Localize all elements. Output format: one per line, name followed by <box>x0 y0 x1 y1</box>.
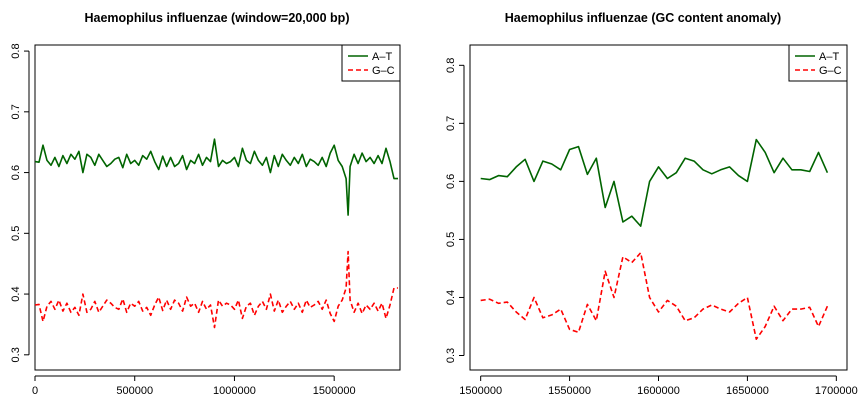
y-tick-label: 0.8 <box>445 58 457 73</box>
x-tick-label: 1650000 <box>726 385 769 397</box>
series-line-gc <box>34 250 398 329</box>
x-tick-label: 1550000 <box>548 385 591 397</box>
legend-label-at: A–T <box>819 51 839 63</box>
plot-frame <box>469 44 848 371</box>
y-tick-label: 0.4 <box>10 286 22 301</box>
x-tick-label: 1500000 <box>313 385 356 397</box>
x-tick-label: 1700000 <box>815 385 858 397</box>
legend: A–T G–C <box>788 44 848 82</box>
x-tick-label: 0 <box>32 385 38 397</box>
y-tick-label: 0.3 <box>445 348 457 363</box>
y-tick-label: 0.8 <box>10 43 22 58</box>
series-line-at <box>34 138 398 216</box>
legend: A–T G–C <box>341 44 401 82</box>
legend-box <box>341 44 401 82</box>
chart-panel-left: Haemophilus influenzae (window=20,000 bp… <box>10 11 401 397</box>
plot-frame <box>34 44 401 371</box>
chart-title: Haemophilus influenzae (GC content anoma… <box>505 11 781 25</box>
y-tick-label: 0.4 <box>445 290 457 305</box>
y-tick-label: 0.7 <box>445 116 457 131</box>
y-tick-label: 0.5 <box>10 226 22 241</box>
y-tick-label: 0.6 <box>10 165 22 180</box>
legend-label-gc: G–C <box>819 65 842 77</box>
series-line-at <box>480 138 829 227</box>
y-tick-label: 0.3 <box>10 347 22 362</box>
x-tick-label: 500000 <box>116 385 153 397</box>
legend-label-at: A–T <box>372 51 392 63</box>
x-tick-label: 1600000 <box>637 385 680 397</box>
x-tick-label: 1500000 <box>459 385 502 397</box>
legend-label-gc: G–C <box>372 65 395 77</box>
y-tick-label: 0.6 <box>445 174 457 189</box>
x-tick-label: 1000000 <box>213 385 256 397</box>
chart-panel-right: Haemophilus influenzae (GC content anoma… <box>445 11 858 397</box>
chart-title: Haemophilus influenzae (window=20,000 bp… <box>85 11 350 25</box>
y-tick-label: 0.7 <box>10 104 22 119</box>
y-tick-label: 0.5 <box>445 232 457 247</box>
series-line-gc <box>480 252 829 340</box>
legend-box <box>788 44 848 82</box>
